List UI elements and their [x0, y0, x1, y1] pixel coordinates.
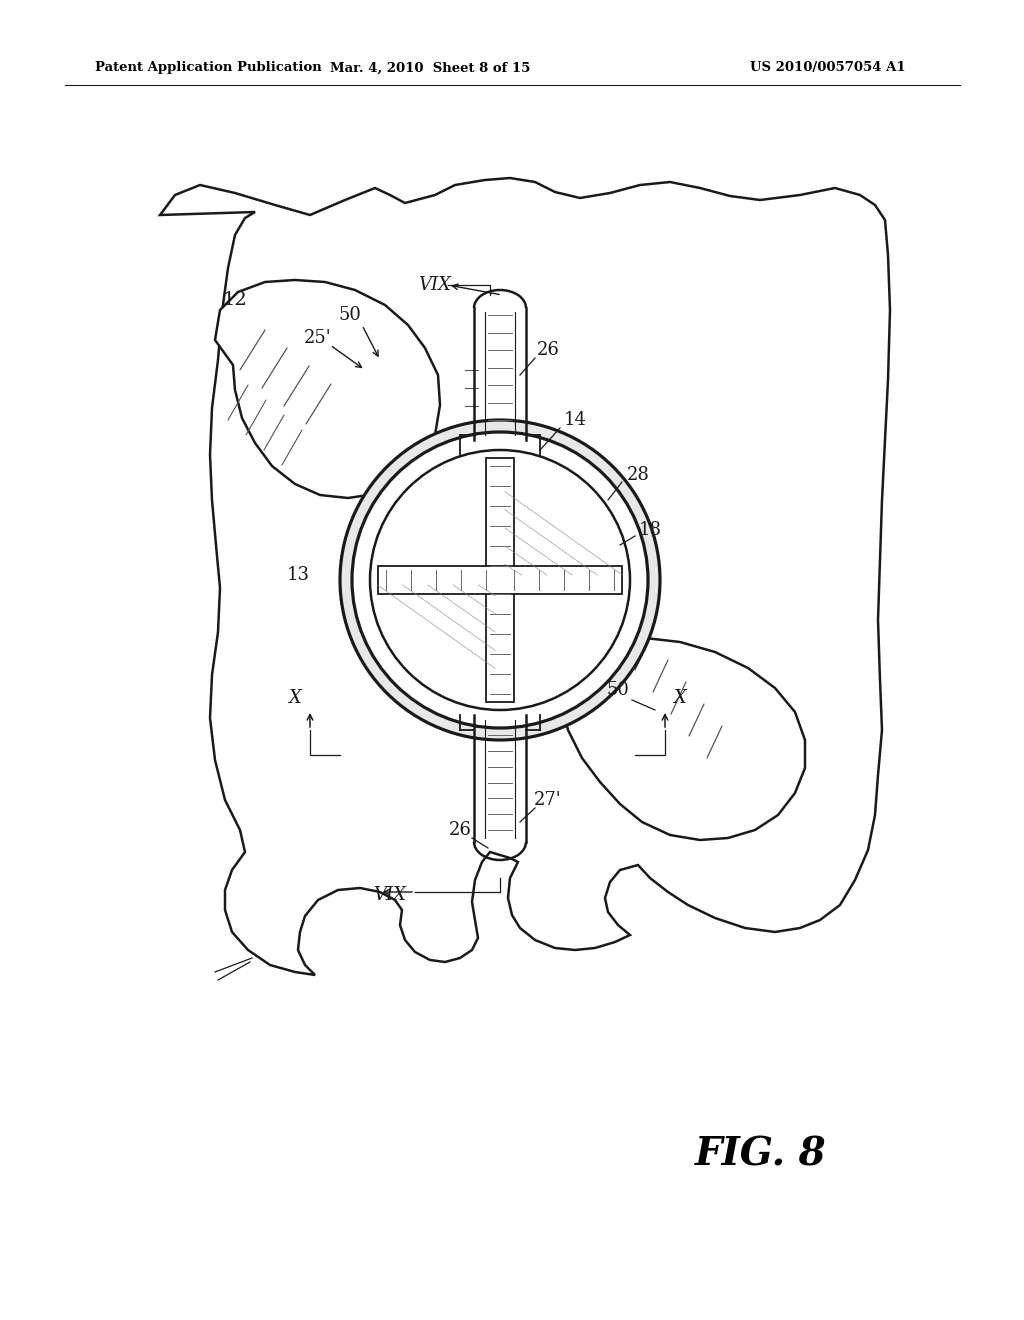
Text: 27': 27' — [535, 791, 562, 809]
Bar — [378, 566, 622, 594]
Text: US 2010/0057054 A1: US 2010/0057054 A1 — [750, 62, 905, 74]
Circle shape — [352, 432, 648, 729]
Polygon shape — [215, 280, 440, 498]
Circle shape — [340, 420, 660, 741]
Text: 26: 26 — [449, 821, 471, 840]
Bar — [486, 458, 514, 702]
Text: 18: 18 — [639, 521, 662, 539]
Text: 12: 12 — [222, 290, 248, 309]
Text: 14: 14 — [563, 411, 587, 429]
Text: 50: 50 — [606, 681, 630, 700]
Text: Patent Application Publication: Patent Application Publication — [95, 62, 322, 74]
Text: 13: 13 — [287, 566, 309, 583]
Text: X: X — [674, 689, 686, 708]
Text: Mar. 4, 2010  Sheet 8 of 15: Mar. 4, 2010 Sheet 8 of 15 — [330, 62, 530, 74]
Text: 25': 25' — [304, 329, 332, 347]
Text: X: X — [289, 689, 301, 708]
Text: 26: 26 — [537, 341, 559, 359]
Text: 50: 50 — [339, 306, 361, 323]
Text: 28: 28 — [627, 466, 649, 484]
Polygon shape — [160, 178, 890, 975]
Circle shape — [370, 450, 630, 710]
Text: VIX: VIX — [419, 276, 452, 294]
Text: FIG. 8: FIG. 8 — [695, 1137, 826, 1173]
Text: VIX: VIX — [374, 886, 407, 904]
Polygon shape — [556, 638, 805, 840]
